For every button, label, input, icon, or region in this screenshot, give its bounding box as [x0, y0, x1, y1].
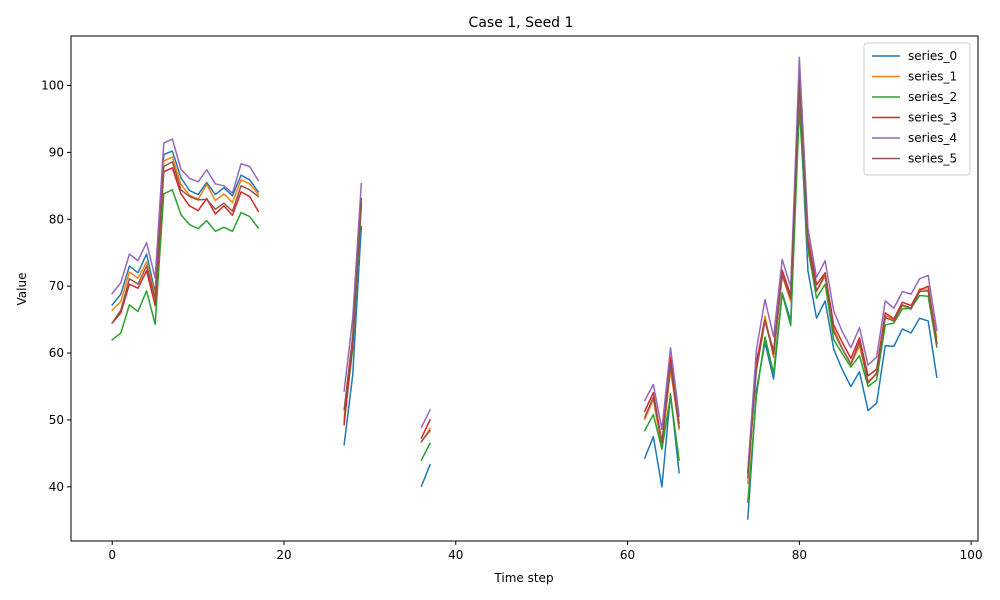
y-axis-label: Value: [15, 273, 29, 306]
x-tick-label-40: 40: [448, 548, 463, 562]
legend-label-series_3: series_3: [908, 111, 957, 125]
x-tick-label-0: 0: [108, 548, 116, 562]
y-tick-label-100: 100: [41, 78, 64, 92]
y-tick-label-80: 80: [49, 212, 64, 226]
legend-label-series_0: series_0: [908, 49, 957, 63]
series-line-series_4-segment-1: [343, 183, 363, 393]
plot-lines: [111, 56, 938, 520]
series-line-series_0-segment-1: [343, 225, 363, 446]
chart-title: Case 1, Seed 1: [469, 15, 574, 31]
series-line-series_2-segment-0: [111, 189, 260, 341]
y-tick-label-60: 60: [49, 346, 64, 360]
y-tick-label-50: 50: [49, 413, 64, 427]
x-axis-label: Time step: [493, 571, 553, 585]
series-line-series_4-segment-3: [643, 346, 680, 431]
series-line-series_2-segment-4: [747, 107, 938, 504]
y-axis: 40 50 60 70 80 90 100: [41, 78, 71, 494]
series-line-series_5-segment-1: [343, 201, 363, 411]
series-line-series_1-segment-0: [111, 156, 260, 312]
series-line-series_5-segment-4: [747, 83, 938, 479]
legend-label-series_1: series_1: [908, 70, 957, 84]
x-axis: 0 20 40 60 80 100: [108, 541, 983, 562]
x-tick-label-80: 80: [792, 548, 807, 562]
series-line-series_3-segment-0: [111, 167, 260, 325]
legend: series_0 series_1 series_2 series_3 series_4…: [863, 42, 971, 176]
plot-frame: [70, 35, 979, 542]
y-tick-label-70: 70: [49, 279, 64, 293]
series-line-series_0-segment-2: [420, 463, 431, 488]
series-line-series_4-segment-2: [420, 408, 432, 429]
series-line-series_0-segment-0: [111, 150, 260, 306]
series-line-series_5-segment-3: [643, 364, 680, 445]
y-tick-label-90: 90: [49, 145, 64, 159]
series-line-series_2-segment-2: [420, 442, 432, 462]
x-tick-label-20: 20: [276, 548, 291, 562]
series-line-series_4-segment-0: [111, 138, 260, 295]
legend-label-series_4: series_4: [908, 131, 957, 145]
series-line-series_5-segment-0: [111, 161, 260, 324]
x-tick-label-60: 60: [620, 548, 635, 562]
y-tick-label-40: 40: [49, 480, 64, 494]
series-line-series_2-segment-3: [643, 395, 680, 461]
series-line-series_4-segment-4: [747, 56, 938, 473]
legend-label-series_2: series_2: [908, 90, 957, 104]
x-tick-label-100: 100: [960, 548, 983, 562]
legend-label-series_5: series_5: [908, 152, 957, 166]
series-line-series_5-segment-2: [420, 429, 432, 443]
series-line-series_3-segment-2: [420, 418, 432, 439]
